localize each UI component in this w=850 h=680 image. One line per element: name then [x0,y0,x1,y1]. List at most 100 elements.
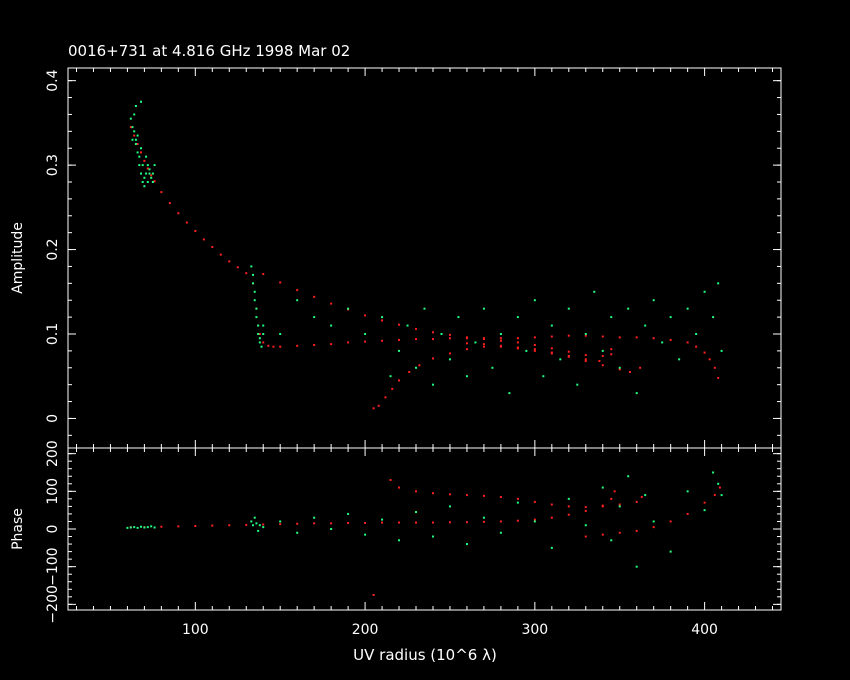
amplitude-model-point [146,167,149,170]
amplitude-data-point [593,290,596,293]
phase-data-point [250,520,253,523]
amplitude-model-point [150,174,153,177]
phase-model-point [211,524,214,527]
amplitude-data-point [669,316,672,319]
amplitude-data-point [601,349,604,352]
phase-model-point [381,521,384,524]
phase-model-point [389,479,392,482]
amplitude-data-point [255,316,258,319]
amplitude-data-point [457,316,460,319]
phase-y-tick-label: −200 [45,585,61,623]
phase-model-point [601,533,604,536]
phase-data-point [262,526,265,529]
phase-model-point [465,521,468,524]
amplitude-model-point [499,344,502,347]
amplitude-model-point [381,339,384,342]
amplitude-points [129,100,723,410]
amplitude-data-point [567,307,570,310]
amplitude-data-point [257,333,260,335]
amplitude-data-point [330,324,333,327]
amplitude-data-point [440,333,443,335]
phase-y-tick-label: −100 [45,547,61,585]
phase-model-point [652,526,655,529]
amplitude-data-point [151,172,154,175]
amplitude-model-point [296,344,299,347]
amplitude-model-point [185,221,188,224]
amplitude-data-point [296,299,299,302]
amplitude-data-point [131,126,134,129]
amplitude-model-point [533,343,536,346]
amplitude-data-point [136,151,139,154]
amplitude-model-point [160,191,163,194]
phase-model-point [610,497,613,500]
phase-model-point [550,516,553,519]
phase-model-point [279,523,282,526]
x-tick-label: 100 [182,622,209,638]
phase-model-point [686,512,689,515]
amplitude-model-point [381,319,384,322]
amplitude-data-point [717,282,720,285]
phase-data-point [584,524,587,527]
amplitude-data-point [525,349,528,352]
amplitude-data-point [143,185,146,188]
phase-data-point [720,494,723,497]
phase-model-point [482,520,485,523]
phase-points [126,471,723,596]
amplitude-model-point [211,246,214,249]
amplitude-model-point [482,338,485,341]
amplitude-model-point [448,352,451,355]
phase-model-point [499,520,502,523]
amplitude-data-point [151,181,154,183]
amplitude-data-point [141,164,144,167]
phase-data-point [431,535,434,538]
amplitude-model-point [279,281,282,284]
amplitude-data-point [695,333,698,335]
phase-model-point [262,523,265,526]
amplitude-model-point [584,334,587,337]
amplitude-model-point [618,368,621,371]
amplitude-data-point [559,358,562,361]
phase-ticks: −200−100 0 100 200 100 200 300 400 [45,440,781,638]
amplitude-model-point [364,340,367,343]
phase-model-point [364,521,367,524]
amplitude-model-point [550,351,553,354]
phase-data-point [279,520,282,523]
phase-model-point [584,535,587,538]
phase-model-point [330,522,333,525]
phase-axis-label: Phase [10,508,26,550]
amplitude-model-point [584,360,587,363]
phase-y-tick-label: 0 [45,525,61,534]
amplitude-model-point [717,376,720,379]
phase-data-point [686,490,689,493]
phase-model-point [448,521,451,524]
amplitude-data-point [260,345,263,348]
amplitude-data-point [720,349,723,352]
amplitude-model-point [377,404,380,407]
phase-data-point [652,520,655,523]
amplitude-data-point [465,375,468,378]
amplitude-data-point [381,316,384,319]
amplitude-data-point [136,134,139,137]
amplitude-data-point [250,265,253,268]
phase-data-point [150,525,153,528]
amplitude-ticks: 0 0.1 0.2 0.3 0.4 [45,68,781,448]
amplitude-model-point [567,354,570,357]
amplitude-model-point [177,212,180,215]
amplitude-model-point [296,289,299,292]
phase-model-point [533,500,536,503]
phase-data-point [252,524,255,527]
phase-model-point [372,593,375,596]
amplitude-data-point [257,324,260,327]
amplitude-data-point [145,172,148,175]
amplitude-model-point [202,238,205,241]
phase-data-point [136,526,139,529]
amplitude-data-point [347,307,350,310]
phase-data-point [347,512,350,515]
amplitude-model-point [398,323,401,326]
amplitude-data-point [364,333,367,335]
amplitude-data-point [131,138,134,141]
amplitude-model-point [133,134,136,137]
phase-data-point [644,494,647,497]
amplitude-model-point [713,366,716,369]
phase-data-point [482,516,485,519]
